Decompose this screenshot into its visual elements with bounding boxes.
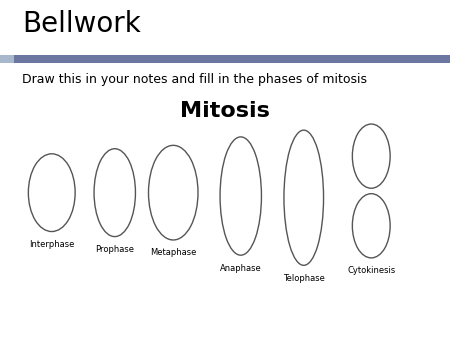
Ellipse shape	[148, 145, 198, 240]
Ellipse shape	[284, 130, 324, 265]
Ellipse shape	[352, 124, 390, 188]
Text: Telophase: Telophase	[283, 274, 325, 283]
Ellipse shape	[94, 149, 135, 237]
Text: Anaphase: Anaphase	[220, 264, 261, 273]
Text: Interphase: Interphase	[29, 240, 74, 249]
Ellipse shape	[220, 137, 261, 255]
Text: Cytokinesis: Cytokinesis	[347, 266, 396, 275]
Text: Draw this in your notes and fill in the phases of mitosis: Draw this in your notes and fill in the …	[22, 73, 368, 86]
Ellipse shape	[352, 194, 390, 258]
Text: Metaphase: Metaphase	[150, 248, 197, 258]
Text: Bellwork: Bellwork	[22, 10, 141, 38]
Ellipse shape	[28, 154, 75, 232]
Bar	[0, 55, 14, 63]
Text: Prophase: Prophase	[95, 245, 134, 254]
Bar	[14, 55, 450, 63]
Text: Mitosis: Mitosis	[180, 101, 270, 121]
